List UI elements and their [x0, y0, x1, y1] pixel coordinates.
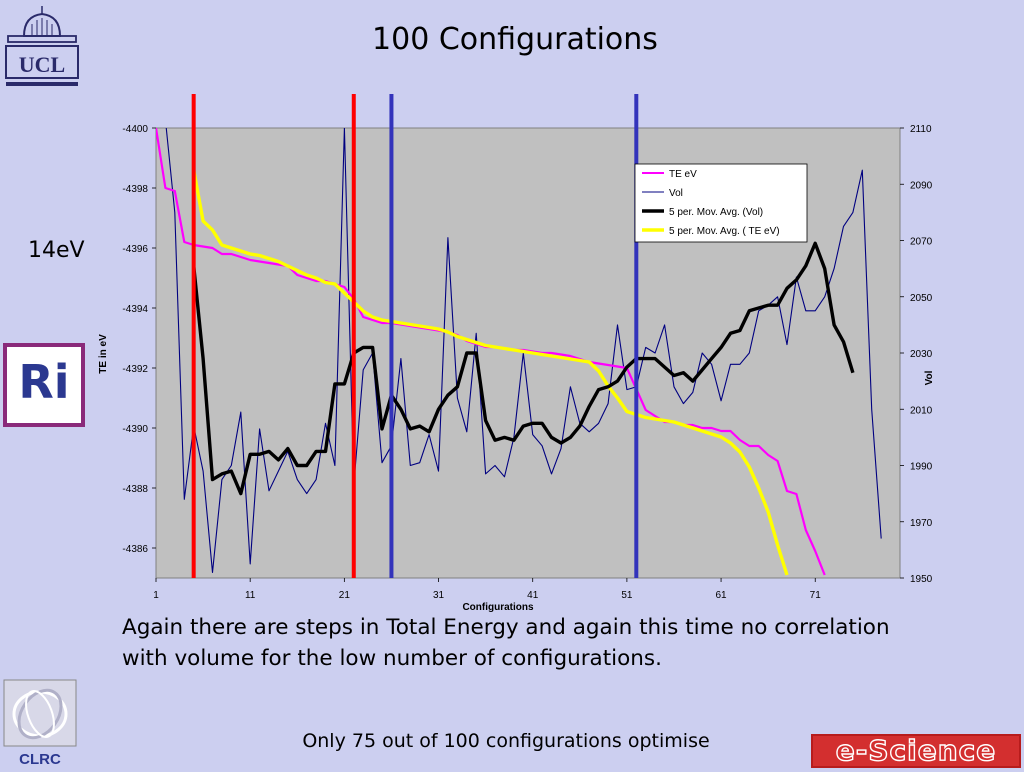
y-tick-label: -4390	[122, 424, 148, 435]
chart: -4400 -4398 -4396 -4394 -4392 -4390 -4388 -4386…	[90, 92, 950, 620]
x-tick-label: 61	[716, 590, 728, 601]
y2-tick-label: 2050	[910, 293, 933, 304]
ucl-logo-text: UCL	[19, 52, 65, 77]
y2-tick-label: 2030	[910, 349, 933, 360]
x-tick-label: 21	[339, 590, 351, 601]
y2-axis-label: Vol	[924, 370, 935, 385]
ucl-logo: UCL	[2, 2, 82, 88]
side-label: 14eV	[28, 238, 85, 263]
y-tick-label: -4394	[122, 304, 148, 315]
x-tick-label: 1	[153, 590, 159, 601]
clrc-logo: CLRC	[2, 678, 78, 768]
y2-tick-label: 2010	[910, 405, 933, 416]
y2-tick-label: 1990	[910, 462, 933, 473]
y-tick-label: -4386	[122, 544, 148, 555]
y-tick-label: -4400	[122, 124, 148, 135]
legend-label-vol: Vol	[669, 188, 683, 199]
y2-tick-label: 2090	[910, 180, 933, 191]
x-tick-label: 31	[433, 590, 445, 601]
legend-label-mavg-vol: 5 per. Mov. Avg. (Vol)	[669, 207, 763, 218]
series-mavg-te	[192, 169, 789, 576]
legend-label-te: TE eV	[669, 169, 697, 180]
caption: Again there are steps in Total Energy an…	[122, 615, 890, 671]
escience-logo: e-Science	[811, 734, 1021, 768]
footer-note: Only 75 out of 100 configurations optimi…	[302, 730, 710, 752]
clrc-logo-text: CLRC	[19, 751, 61, 768]
x-tick-label: 11	[245, 590, 256, 601]
y2-tick-label: 1970	[910, 518, 933, 529]
series-vol	[156, 128, 882, 573]
y-axis-label: TE in eV	[98, 334, 109, 374]
x-axis-label: Configurations	[462, 602, 534, 613]
slide-title: 100 Configurations	[372, 22, 658, 57]
series-mavg-vol	[192, 241, 855, 496]
legend-label-mavg-te: 5 per. Mov. Avg. ( TE eV)	[669, 226, 780, 237]
y-tick-label: -4398	[122, 184, 148, 195]
x-tick-label: 71	[810, 590, 822, 601]
y2-tick-label: 1950	[910, 574, 933, 585]
y-tick-label: -4392	[122, 364, 148, 375]
y-tick-label: -4396	[122, 244, 148, 255]
x-tick-label: 51	[621, 590, 633, 601]
y2-tick-label: 2070	[910, 237, 933, 248]
x-tick-label: 41	[527, 590, 539, 601]
y-tick-label: -4388	[122, 484, 148, 495]
y2-tick-label: 2110	[910, 124, 932, 135]
ri-logo-text: Ri	[18, 355, 70, 409]
legend: TE eV Vol 5 per. Mov. Avg. (Vol) 5 per. …	[634, 163, 808, 243]
ri-logo: Ri	[3, 343, 85, 427]
escience-logo-text: e-Science	[835, 734, 997, 767]
